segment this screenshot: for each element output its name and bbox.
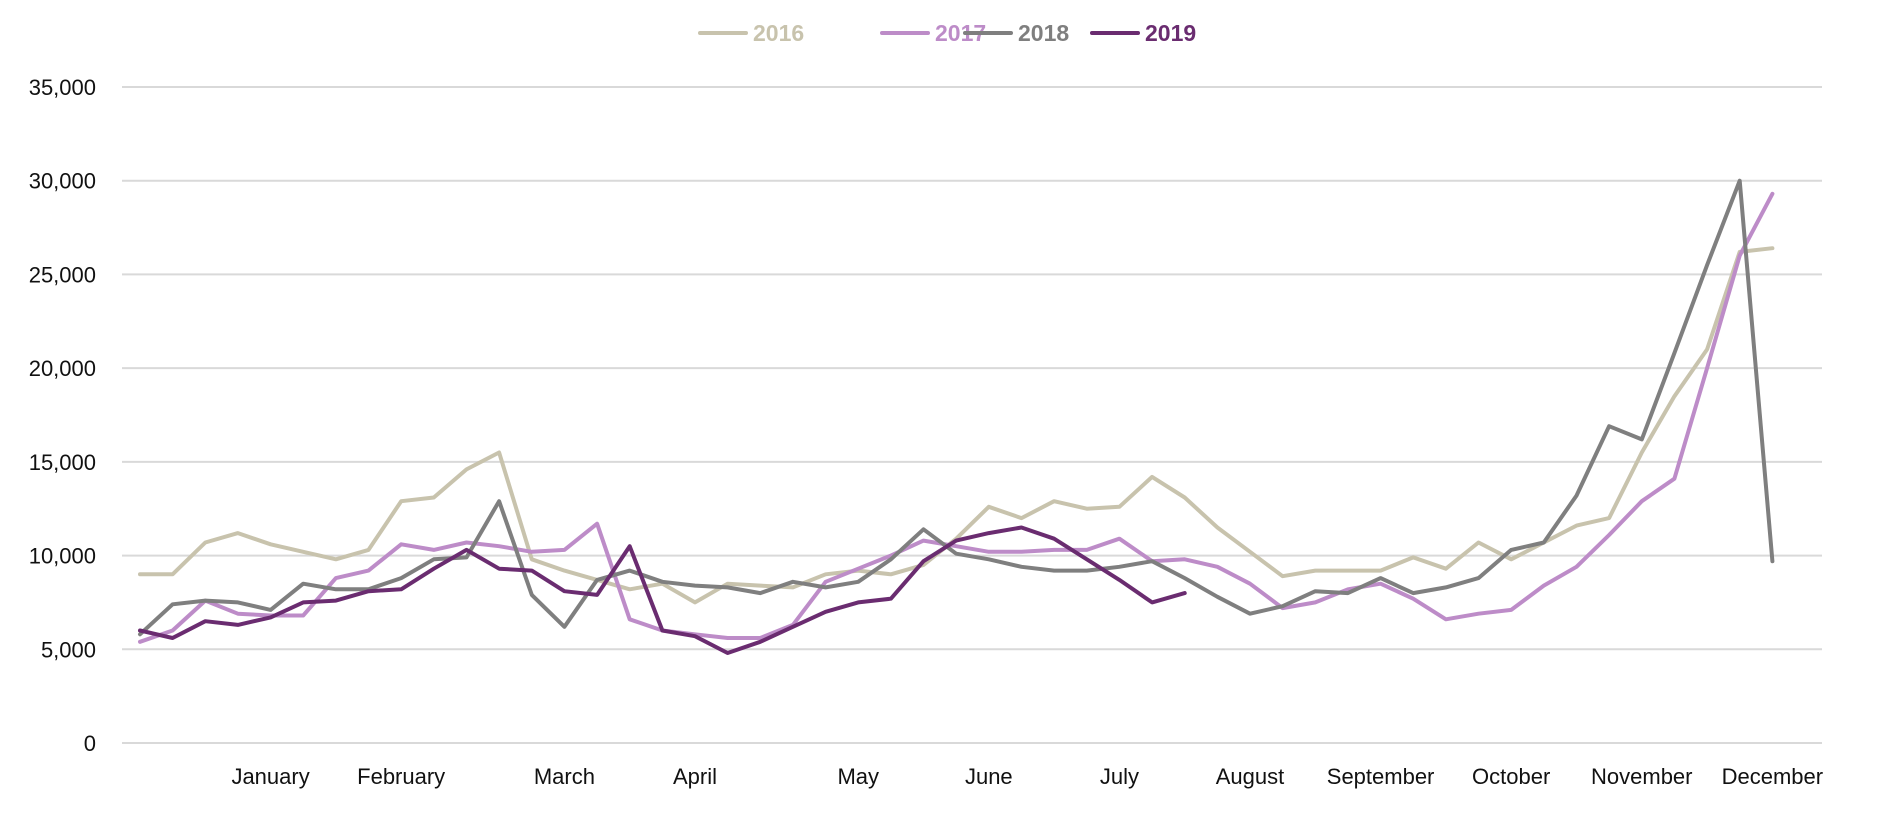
x-tick-label: February <box>357 764 445 789</box>
legend: 2016 2017 2018 2019 <box>698 20 1196 46</box>
x-tick-label: June <box>965 764 1013 789</box>
y-tick-label: 10,000 <box>29 544 96 569</box>
gridlines <box>122 86 1822 744</box>
legend-item-2018: 2018 <box>963 20 1069 46</box>
series-line-2017 <box>138 191 1775 644</box>
y-tick-label: 35,000 <box>29 75 96 100</box>
legend-label: 2016 <box>753 20 804 46</box>
y-tick-label: 25,000 <box>29 262 96 287</box>
y-tick-label: 15,000 <box>29 450 96 475</box>
legend-item-2016: 2016 <box>698 20 804 46</box>
x-tick-label: May <box>837 764 879 789</box>
x-tick-label: November <box>1591 764 1692 789</box>
series-line-2016 <box>138 246 1775 605</box>
y-tick-label: 0 <box>84 731 96 756</box>
legend-label: 2019 <box>1145 20 1196 46</box>
x-tick-label: July <box>1100 764 1139 789</box>
x-tick-label: October <box>1472 764 1550 789</box>
legend-label: 2018 <box>1018 20 1069 46</box>
x-tick-label: March <box>534 764 595 789</box>
series-lines <box>138 178 1775 655</box>
x-tick-label: January <box>231 764 309 789</box>
x-tick-label: December <box>1722 764 1823 789</box>
x-tick-label: August <box>1216 764 1285 789</box>
x-tick-label: September <box>1327 764 1435 789</box>
legend-item-2019: 2019 <box>1090 20 1196 46</box>
series-line-2019 <box>138 525 1187 655</box>
y-tick-label: 5,000 <box>41 637 96 662</box>
x-tick-label: April <box>673 764 717 789</box>
y-tick-label: 30,000 <box>29 169 96 194</box>
axes: 0 5,000 10,000 15,000 20,000 25,000 30,000 35,0… <box>29 75 1823 789</box>
series-line-2018 <box>138 178 1775 637</box>
y-tick-label: 20,000 <box>29 356 96 381</box>
